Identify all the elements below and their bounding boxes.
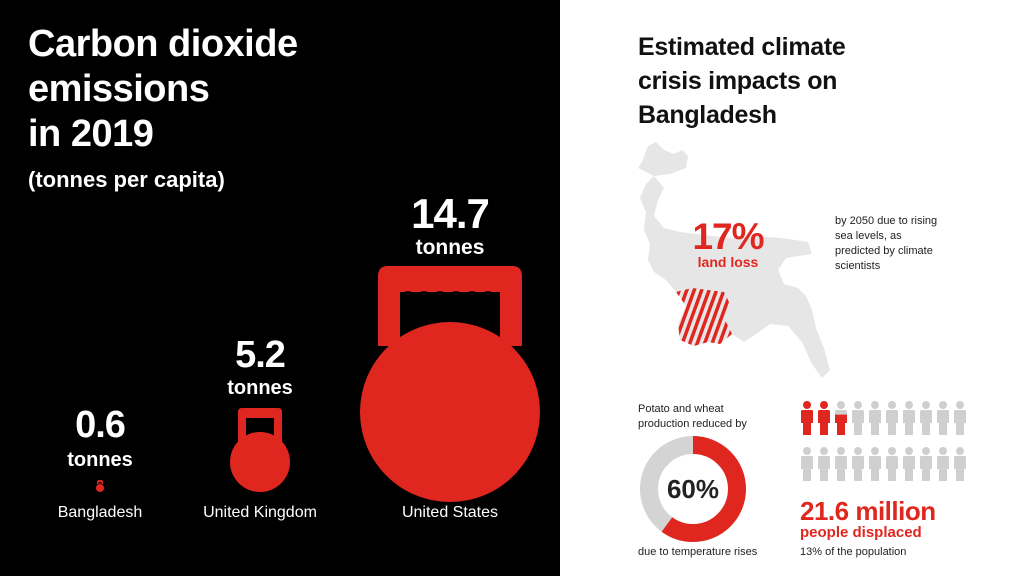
bangladesh-value: 0.6 bbox=[75, 404, 126, 446]
person-icon bbox=[954, 401, 966, 435]
kettlebell-icon bbox=[230, 408, 290, 492]
emissions-subtitle: (tonnes per capita) bbox=[28, 167, 225, 192]
land-loss-value: 17% bbox=[692, 216, 764, 257]
emissions-title-line-3: in 2019 bbox=[28, 113, 154, 155]
impacts-title: Estimated climate crisis impacts on Bang… bbox=[638, 30, 938, 132]
impacts-title-line-1: Estimated climate bbox=[638, 33, 846, 61]
person-icon bbox=[903, 447, 915, 481]
person-icon bbox=[920, 447, 932, 481]
crop-note-top: Potato and wheat production reduced by bbox=[638, 403, 747, 430]
bangladesh-unit: tonnes bbox=[67, 449, 133, 471]
us-unit: tonnes bbox=[415, 236, 485, 259]
person-icon bbox=[818, 401, 830, 435]
kettlebell-icon bbox=[360, 266, 540, 502]
impacts-title-line-2: crisis impacts on bbox=[638, 67, 838, 95]
person-icon bbox=[801, 401, 813, 435]
uk-label: United Kingdom bbox=[203, 504, 317, 521]
person-icon bbox=[903, 401, 915, 435]
impacts-title-line-3: Bangladesh bbox=[638, 101, 777, 129]
displaced-label: people displaced bbox=[800, 524, 922, 541]
person-icon bbox=[920, 401, 932, 435]
uk-unit: tonnes bbox=[227, 377, 293, 399]
emissions-title-line-1: Carbon dioxide bbox=[28, 23, 298, 65]
person-icon bbox=[869, 447, 881, 481]
kettlebell-icon bbox=[96, 480, 104, 492]
emissions-panel: Carbon dioxide emissions in 2019 (tonnes… bbox=[0, 0, 560, 576]
person-icon bbox=[937, 401, 949, 435]
person-icon bbox=[835, 401, 847, 435]
person-icon bbox=[937, 447, 949, 481]
person-icon bbox=[852, 447, 864, 481]
person-icon bbox=[869, 401, 881, 435]
displaced-note: 13% of the population bbox=[800, 546, 907, 558]
bangladesh-label: Bangladesh bbox=[57, 504, 143, 521]
emissions-title: Carbon dioxide emissions in 2019 bbox=[28, 22, 428, 157]
crop-reduction-value: 60% bbox=[666, 474, 720, 504]
land-loss-note: by 2050 due to rising sea levels, as pre… bbox=[835, 215, 938, 272]
person-icon bbox=[835, 447, 847, 481]
crop-note-bottom: due to temperature rises bbox=[638, 546, 758, 558]
person-icon bbox=[801, 447, 813, 481]
us-label: United States bbox=[401, 504, 499, 521]
emissions-title-line-2: emissions bbox=[28, 68, 210, 110]
impacts-panel: Estimated climate crisis impacts on Bang… bbox=[560, 0, 1024, 576]
bangladesh-map-icon bbox=[638, 142, 830, 378]
displaced-value: 21.6 million bbox=[800, 496, 936, 526]
person-icon bbox=[886, 401, 898, 435]
uk-value: 5.2 bbox=[235, 334, 286, 376]
people-grid bbox=[801, 401, 966, 481]
us-value: 14.7 bbox=[411, 190, 490, 237]
land-loss-label: land loss bbox=[697, 254, 759, 270]
person-icon bbox=[852, 401, 864, 435]
person-icon bbox=[954, 447, 966, 481]
person-icon bbox=[886, 447, 898, 481]
person-icon bbox=[818, 447, 830, 481]
donut-fill bbox=[640, 436, 746, 542]
donut-chart bbox=[640, 436, 746, 542]
